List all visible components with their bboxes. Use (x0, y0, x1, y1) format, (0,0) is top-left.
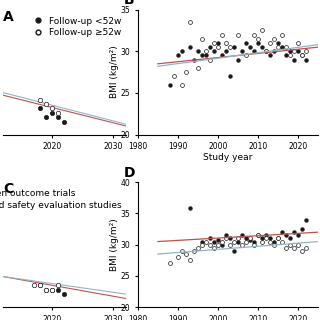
Text: D: D (124, 166, 135, 180)
Legend: Follow-up <52w, Follow-up ≥52w: Follow-up <52w, Follow-up ≥52w (30, 17, 121, 37)
Text: C: C (3, 182, 13, 196)
Y-axis label: BMI (kg/m²): BMI (kg/m²) (110, 46, 119, 99)
Text: B: B (124, 0, 134, 7)
Legend: Event-driven outcome trials, Efficacy and safety evaluation studies: Event-driven outcome trials, Efficacy an… (0, 189, 121, 210)
Text: A: A (3, 10, 14, 24)
X-axis label: Study year: Study year (204, 153, 253, 162)
Y-axis label: BMI (kg/m²): BMI (kg/m²) (110, 218, 119, 271)
